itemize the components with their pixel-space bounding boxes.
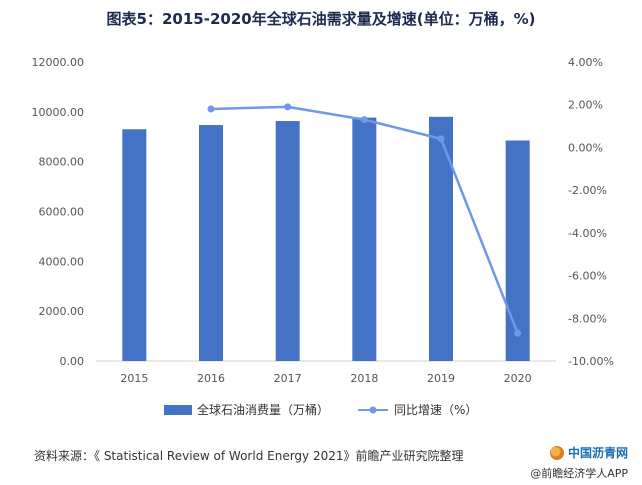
bar [199, 125, 223, 361]
x-tick-label: 2018 [350, 372, 378, 385]
brand-watermark: 中国沥青网 [549, 444, 628, 461]
bar [505, 140, 530, 361]
chart-title: 图表5：2015-2020年全球石油需求量及增速(单位：万桶，%) [106, 10, 536, 28]
line-point [437, 135, 445, 143]
x-tick-label: 2016 [197, 372, 225, 385]
right-tick-label: -8.00% [568, 312, 607, 325]
left-tick-label: 10000.00 [32, 106, 85, 119]
x-tick-label: 2020 [504, 372, 532, 385]
brand-logo-icon [549, 445, 564, 460]
x-axis-ticks: 2015 2016 2017 2018 2019 2020 [120, 372, 531, 385]
line-point [514, 329, 522, 337]
brand-name: 中国沥青网 [567, 446, 628, 460]
app-credit: @前瞻经济学人APP [530, 467, 628, 480]
left-tick-label: 12000.00 [32, 56, 85, 69]
left-axis-ticks: 0.00 2000.00 4000.00 6000.00 8000.00 10000.00… [32, 56, 85, 368]
right-tick-label: 4.00% [568, 56, 603, 69]
legend-line-label: 同比增速（%） [394, 403, 477, 417]
bar [429, 116, 453, 361]
line-point [207, 105, 215, 113]
bar [122, 129, 147, 361]
legend-line-dot [369, 406, 377, 414]
right-tick-label: -4.00% [568, 227, 607, 240]
right-tick-label: -2.00% [568, 184, 607, 197]
left-tick-label: 0.00 [60, 355, 85, 368]
bar-series [122, 116, 530, 362]
right-tick-label: -6.00% [568, 270, 607, 283]
line-point [284, 103, 292, 111]
x-tick-label: 2015 [120, 372, 148, 385]
right-axis-ticks: -10.00% -8.00% -6.00% -4.00% -2.00% 0.00% 2.00… [568, 56, 614, 368]
right-tick-label: 0.00% [568, 141, 603, 154]
legend-bar-swatch [164, 405, 192, 415]
x-tick-label: 2017 [274, 372, 302, 385]
legend-bar-label: 全球石油消费量（万桶） [197, 402, 329, 417]
bar [275, 121, 300, 362]
line-point [360, 116, 368, 124]
source-note: 资料来源：《 Statistical Review of World Energ… [34, 449, 464, 463]
line-series [207, 103, 522, 337]
right-tick-label: -10.00% [568, 355, 614, 368]
x-tick-label: 2019 [427, 372, 455, 385]
left-tick-label: 4000.00 [39, 255, 85, 268]
bar [352, 117, 377, 361]
right-tick-label: 2.00% [568, 99, 603, 112]
combo-chart: 0.00 2000.00 4000.00 6000.00 8000.00 10000.00… [32, 56, 614, 417]
left-tick-label: 8000.00 [39, 156, 85, 169]
legend: 全球石油消费量（万桶） 同比增速（%） [164, 402, 477, 417]
left-tick-label: 6000.00 [39, 206, 85, 219]
left-tick-label: 2000.00 [39, 305, 85, 318]
